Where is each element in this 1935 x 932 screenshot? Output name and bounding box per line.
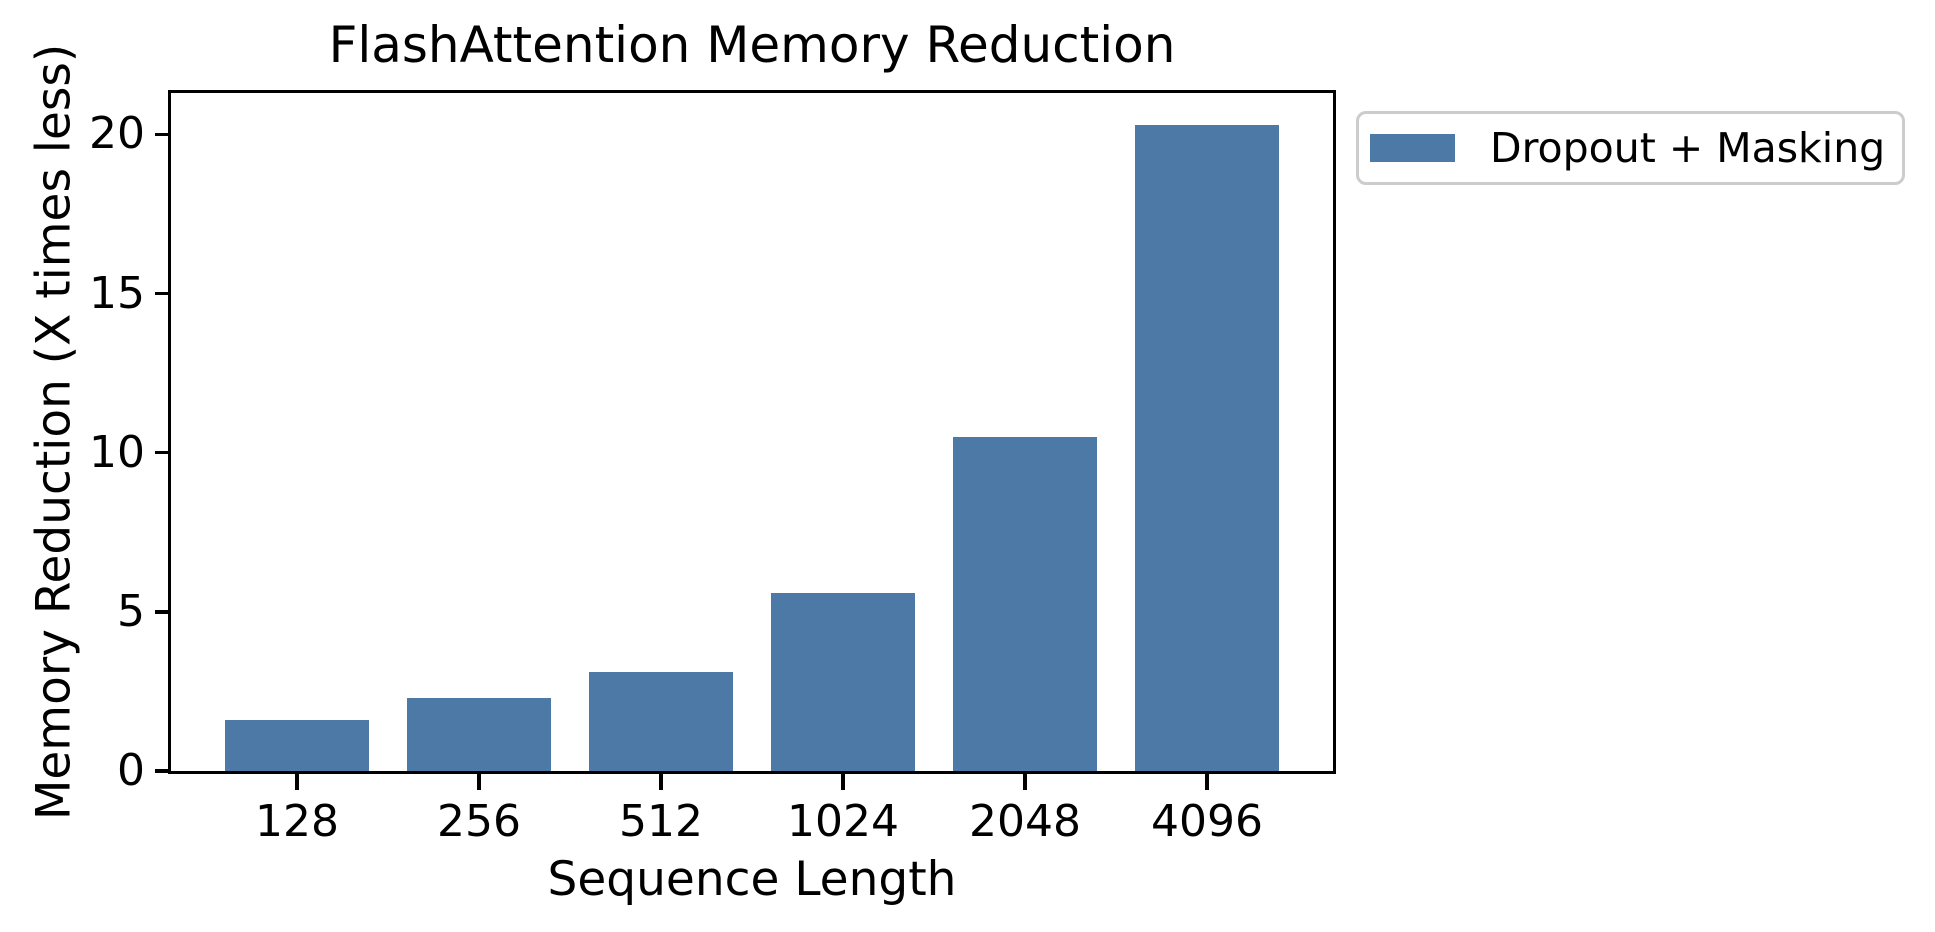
x-tick-mark-128 <box>295 774 299 790</box>
bar-256 <box>407 698 551 771</box>
x-tick-mark-512 <box>659 774 663 790</box>
bar-2048 <box>953 437 1097 771</box>
legend-swatch <box>1370 134 1455 162</box>
legend: Dropout + Masking <box>1356 111 1905 185</box>
x-tick-label-1024: 1024 <box>787 796 899 847</box>
y-tick-label-10: 10 <box>89 426 145 478</box>
x-tick-label-256: 256 <box>437 796 521 847</box>
y-tick-label-20: 20 <box>89 108 145 160</box>
legend-label: Dropout + Masking <box>1490 124 1886 172</box>
x-tick-label-4096: 4096 <box>1151 796 1263 847</box>
bar-128 <box>225 720 369 771</box>
x-tick-label-2048: 2048 <box>969 796 1081 847</box>
x-tick-label-128: 128 <box>255 796 339 847</box>
chart-title: FlashAttention Memory Reduction <box>328 16 1176 74</box>
x-tick-mark-256 <box>477 774 481 790</box>
x-axis-label: Sequence Length <box>547 852 957 907</box>
bar-512 <box>589 672 733 771</box>
y-tick-mark-15 <box>155 291 171 296</box>
y-tick-mark-5 <box>155 610 171 614</box>
y-tick-mark-0 <box>155 769 171 773</box>
y-tick-label-15: 15 <box>89 267 145 319</box>
x-tick-mark-2048 <box>1023 774 1027 790</box>
y-tick-mark-10 <box>155 450 171 455</box>
plot-area <box>171 93 1333 771</box>
x-tick-mark-1024 <box>841 774 845 790</box>
bar-1024 <box>771 593 915 771</box>
y-tick-mark-20 <box>155 132 171 137</box>
x-tick-label-512: 512 <box>619 796 703 847</box>
x-tick-mark-4096 <box>1205 774 1209 790</box>
bar-4096 <box>1135 125 1279 771</box>
axes-frame <box>168 90 1336 774</box>
y-tick-label-0: 0 <box>117 745 145 796</box>
y-tick-label-5: 5 <box>117 585 145 637</box>
